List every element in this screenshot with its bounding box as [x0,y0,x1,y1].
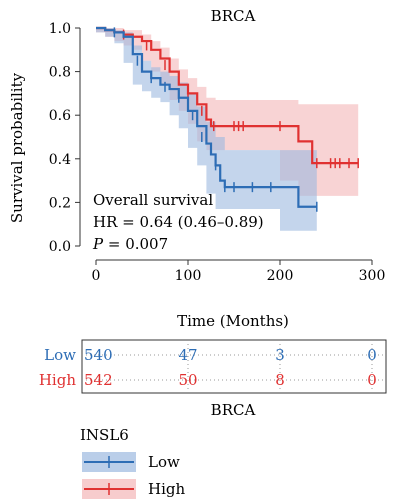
risk-cell: 47 [178,346,197,364]
legend: Low High [82,452,185,499]
y-tick-label: 0.0 [49,239,71,255]
plot-area: 0.0 0.2 0.4 0.6 0.8 1.0 0 100 200 300 [49,21,386,284]
y-tick-label: 0.6 [49,108,71,124]
risk-cell: 540 [84,346,113,364]
x-tick-label: 200 [267,268,294,284]
survival-line-high [96,26,359,165]
x-tick-label: 0 [92,268,101,284]
risk-row-label-high: High [39,371,76,389]
risk-table-frame [81,339,387,394]
risk-table: Low 540 47 3 0 High 542 50 8 0 [39,339,387,394]
risk-cell: 3 [275,346,285,364]
annotation-p: P = 0.007 [92,235,168,253]
y-tick-label: 0.4 [49,152,71,168]
chart-title: BRCA [211,7,256,25]
y-tick-label: 0.8 [49,65,71,81]
risk-cell: 542 [84,371,113,389]
x-axis-label: Time (Months) [177,312,289,330]
x-tick-label: 300 [359,268,386,284]
legend-title: BRCA [211,401,256,419]
legend-label-high: High [148,480,185,498]
y-tick-label: 0.2 [49,195,71,211]
p-value: = 0.007 [103,235,168,253]
y-axis-label: Survival probability [8,72,26,223]
legend-label-low: Low [148,453,180,471]
p-label: P [92,235,104,253]
x-tick-label: 100 [175,268,202,284]
risk-cell: 0 [367,371,377,389]
annotation-hr: HR = 0.64 (0.46–0.89) [93,213,264,231]
annotation-overall-survival: Overall survival [93,191,213,209]
risk-cell: 8 [275,371,285,389]
legend-group-label: INSL6 [80,426,129,444]
risk-row-label-low: Low [44,346,76,364]
y-tick-label: 1.0 [49,21,71,37]
risk-cell: 0 [367,346,377,364]
risk-cell: 50 [178,371,197,389]
